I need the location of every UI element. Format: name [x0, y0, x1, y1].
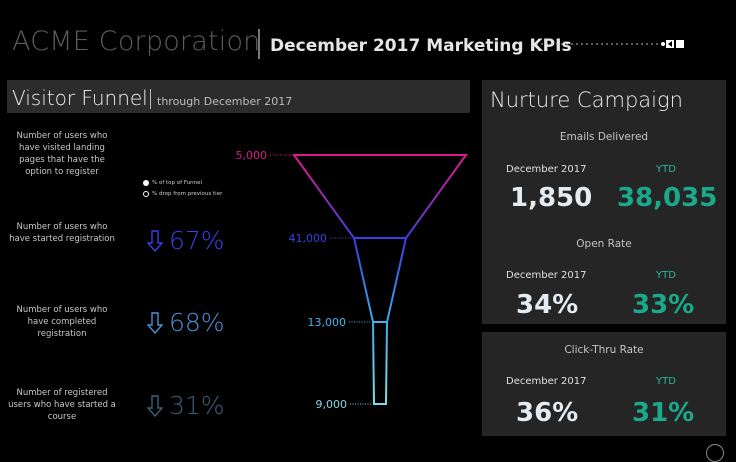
- radio-icon[interactable]: [143, 180, 149, 186]
- nurture-title: Nurture Campaign: [490, 88, 683, 112]
- legend-item-pct-drop[interactable]: % drop from previous tier: [143, 191, 222, 197]
- down-arrow-icon: [147, 229, 163, 252]
- drop-percent: 67%: [147, 226, 225, 255]
- metric-title: Click-Thru Rate: [564, 344, 644, 356]
- drop-percent: 31%: [147, 391, 225, 420]
- down-arrow-icon: [147, 311, 163, 334]
- emails-card: [482, 80, 726, 230]
- funnel-value-label: 41,000: [289, 232, 328, 245]
- drop-value: 68%: [169, 308, 225, 337]
- period-value: 1,850: [510, 183, 593, 213]
- period-value: 34%: [516, 290, 579, 320]
- funnel-title: Visitor Funnel: [12, 86, 148, 110]
- metric-title: Emails Delivered: [559, 131, 649, 143]
- slider-next-icon[interactable]: [676, 40, 684, 48]
- ytd-label: YTD: [656, 376, 676, 387]
- open-rate-card: [482, 228, 726, 324]
- legend-item-pct-top[interactable]: % of top of Funnel: [143, 180, 202, 186]
- down-arrow-icon: [147, 394, 163, 417]
- help-icon[interactable]: [706, 444, 724, 462]
- ytd-label: YTD: [656, 270, 676, 281]
- funnel-header-bar: [7, 80, 470, 113]
- funnel-value-label: 9,000: [316, 398, 348, 411]
- period-label: December 2017: [506, 164, 587, 175]
- stage-description: Number of users who have started registr…: [9, 222, 115, 244]
- drop-value: 31%: [169, 391, 225, 420]
- ctr-card: [482, 332, 726, 436]
- funnel-chart[interactable]: 125,000 41,000 13,000 9,000: [235, 140, 475, 430]
- header-divider: [258, 29, 260, 59]
- ytd-value: 38,035: [617, 183, 718, 213]
- stage-description: Number of users who have visited landing…: [16, 131, 108, 177]
- period-label: December 2017: [506, 376, 587, 387]
- period-value: 36%: [516, 398, 579, 428]
- stage-description: Number of users who have completed regis…: [16, 305, 108, 339]
- report-title: December 2017 Marketing KPIs: [270, 36, 572, 56]
- funnel-subtitle: through December 2017: [157, 95, 293, 108]
- funnel-title-divider: [150, 89, 151, 109]
- radio-selected-icon[interactable]: [143, 191, 149, 197]
- funnel-outline: [292, 154, 468, 405]
- funnel-value-label: 125,000: [235, 149, 267, 162]
- company-name: ACME Corporation: [12, 26, 261, 57]
- legend-label: % drop from previous tier: [152, 191, 223, 197]
- funnel-value-label: 13,000: [308, 316, 347, 329]
- ytd-label: YTD: [656, 164, 676, 175]
- stage-description: Number of registered users who have star…: [8, 388, 116, 422]
- metric-title: Open Rate: [576, 238, 632, 250]
- ytd-value: 33%: [632, 290, 695, 320]
- date-slider[interactable]: [536, 36, 686, 52]
- drop-percent: 68%: [147, 308, 225, 337]
- ytd-value: 31%: [632, 398, 695, 428]
- drop-value: 67%: [169, 226, 225, 255]
- period-label: December 2017: [506, 270, 587, 281]
- legend-label: % of top of Funnel: [152, 180, 203, 186]
